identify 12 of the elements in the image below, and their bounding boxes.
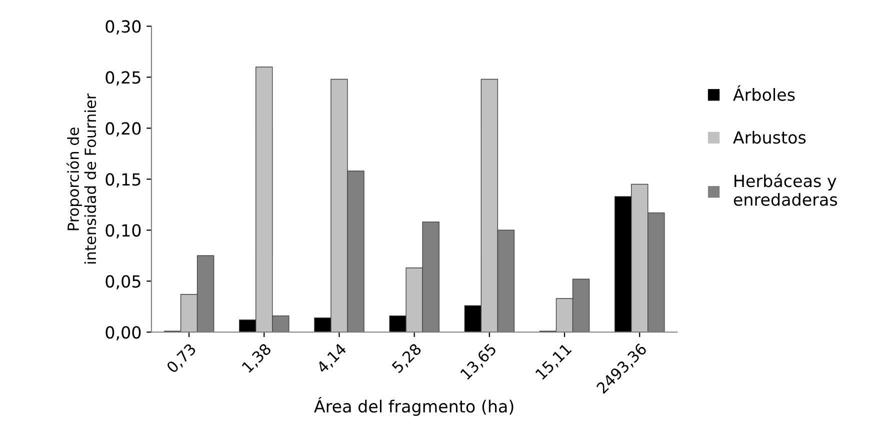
y-tick-label: 0,20 <box>106 122 141 136</box>
y-axis-title: Proporción de intensidad de Fournier <box>66 93 96 264</box>
y-tick-label: 0,30 <box>106 20 141 34</box>
legend-label: Árboles <box>733 85 795 101</box>
x-axis-title: Área del fragmento (ha) <box>314 396 514 416</box>
y-tick-label: 0,00 <box>106 326 141 340</box>
y-tick-label: 0,15 <box>106 173 140 188</box>
legend-label: Arbustos <box>733 130 806 144</box>
y-tick-label: 0,25 <box>106 71 140 86</box>
y-tick-label: 0,05 <box>106 275 140 290</box>
y-tick-label: 0,10 <box>106 224 141 238</box>
legend-label: Herbáceas y enredaderas <box>734 174 838 206</box>
